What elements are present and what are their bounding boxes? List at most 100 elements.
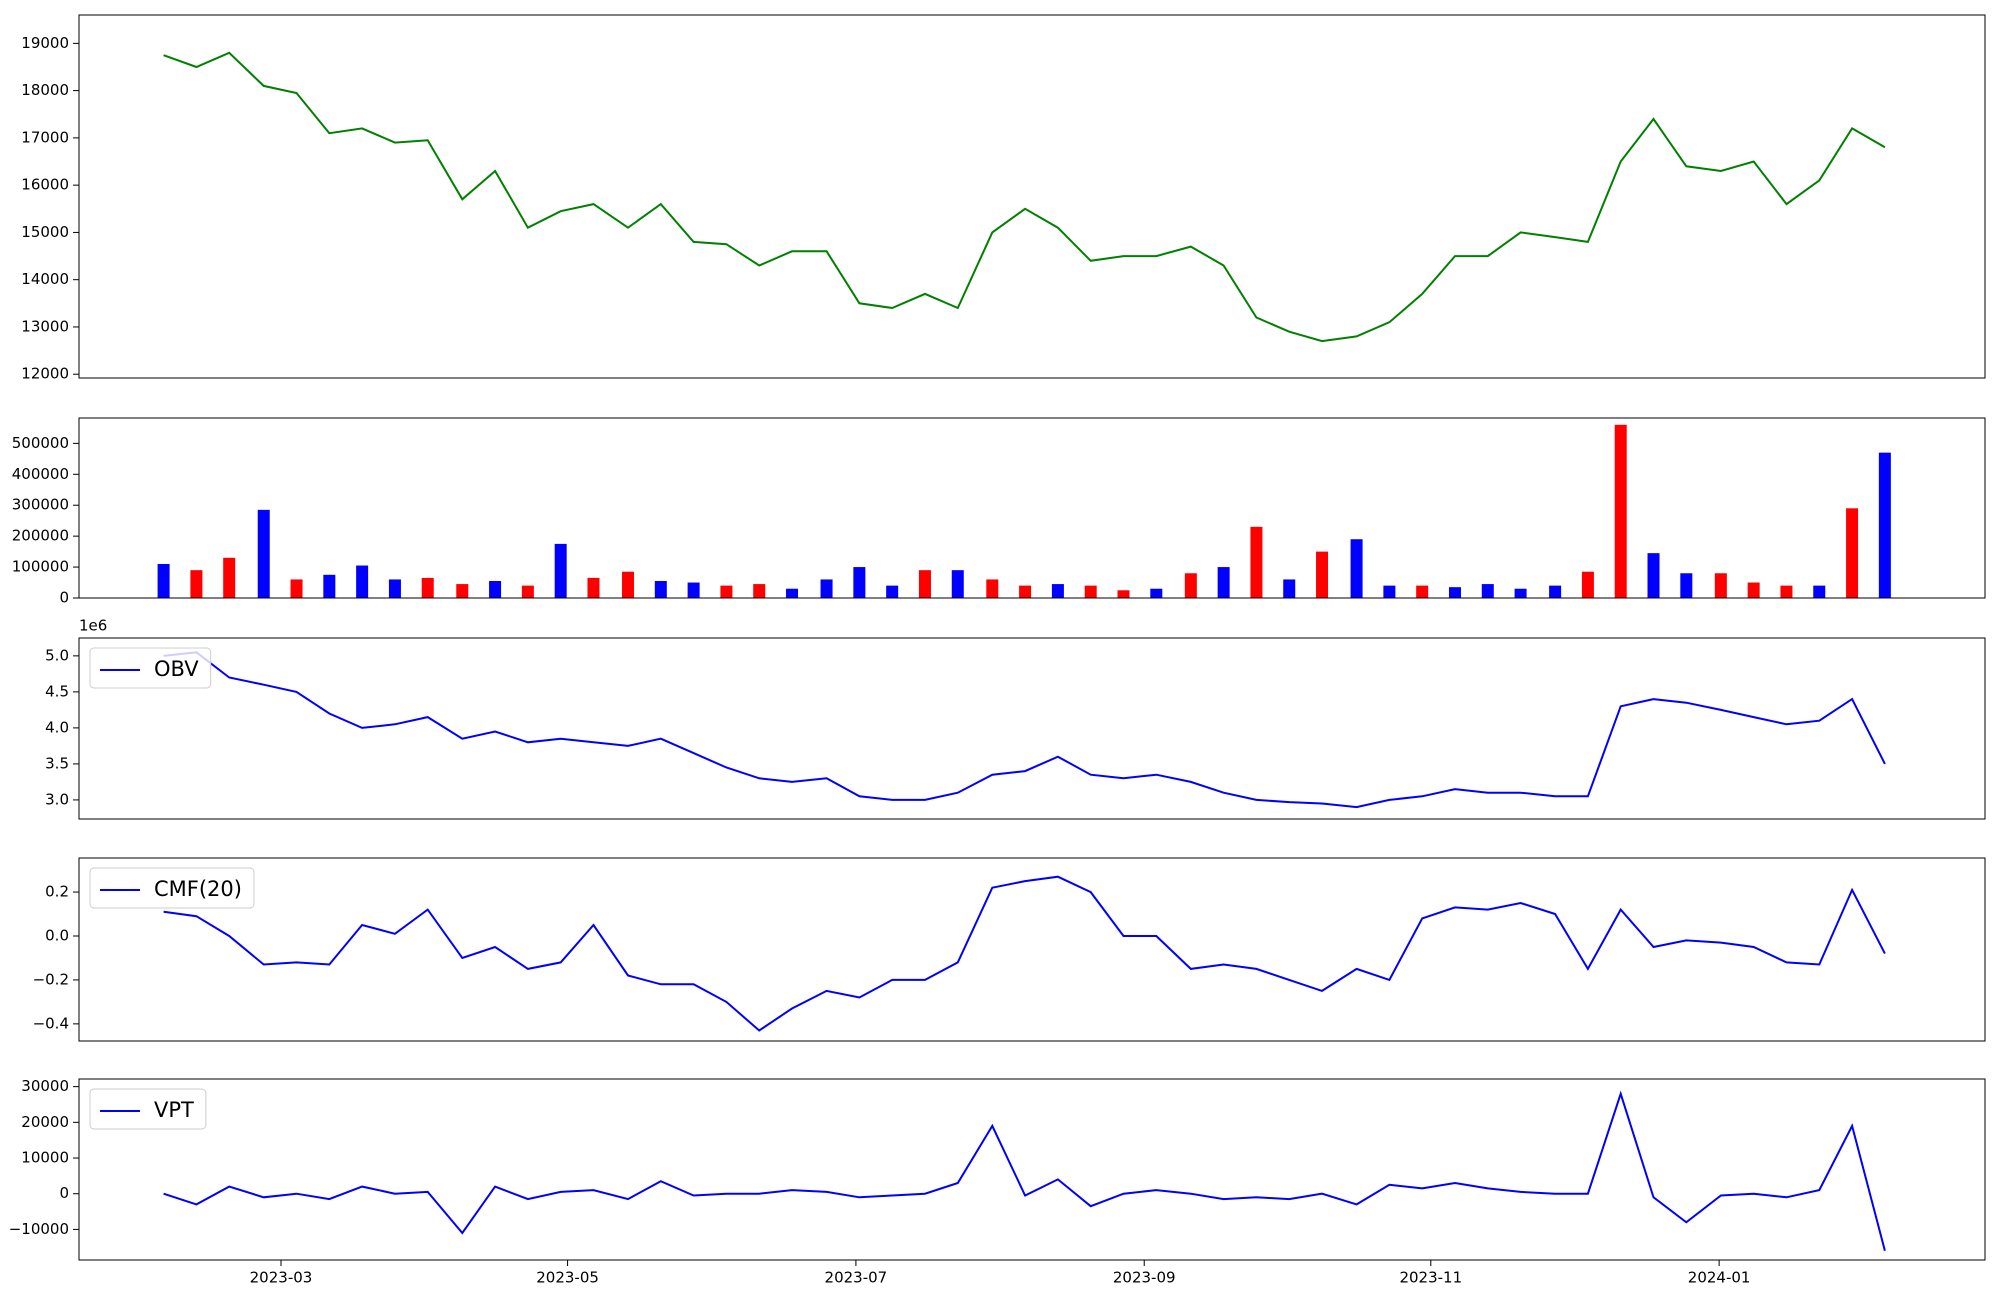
bar	[1019, 585, 1032, 598]
bar	[1184, 573, 1197, 598]
bar	[157, 563, 170, 598]
bar	[1747, 582, 1760, 598]
series-line	[163, 1090, 1886, 1252]
bar	[720, 585, 733, 598]
bar	[1680, 573, 1693, 598]
bar	[257, 509, 270, 598]
bar	[421, 577, 434, 598]
y-tick-label: 13000	[21, 317, 69, 335]
y-tick-label: 100000	[12, 558, 69, 576]
y-tick-label: 5.0	[45, 646, 69, 664]
bar	[622, 571, 635, 598]
plot-frame	[78, 637, 1986, 820]
plot-frame	[78, 14, 1986, 379]
bar	[1780, 585, 1793, 598]
y-tick-label: 0.2	[45, 883, 69, 901]
bar	[290, 579, 303, 598]
bar	[1714, 573, 1727, 598]
y-tick-label: −0.2	[33, 970, 69, 988]
legend-text: VPT	[154, 1098, 194, 1122]
y-tick-label: 10000	[21, 1149, 69, 1167]
y-tick-label: 400000	[12, 465, 69, 483]
bar	[1217, 567, 1230, 598]
plot-frame	[78, 857, 1986, 1042]
x-tick-label: 2023-11	[1399, 1269, 1462, 1287]
legend-text: CMF(20)	[154, 877, 242, 901]
bar	[1117, 590, 1130, 598]
plot-frame	[78, 1078, 1986, 1261]
legend	[89, 867, 255, 909]
bar	[223, 557, 236, 598]
y-tick-label: 12000	[21, 365, 69, 383]
bar	[918, 570, 931, 598]
bar	[1383, 585, 1396, 598]
legend-text: OBV	[154, 657, 199, 681]
y-tick-label: 200000	[12, 527, 69, 545]
y-tick-label: 0	[59, 589, 69, 607]
bar	[886, 585, 899, 598]
x-tick-label: 2023-07	[825, 1269, 888, 1287]
y-tick-label: 500000	[12, 434, 69, 452]
bar	[1250, 526, 1263, 598]
bar	[786, 588, 799, 598]
bar	[853, 567, 866, 598]
bar	[323, 574, 336, 598]
bar	[521, 585, 534, 598]
bar	[1878, 452, 1891, 598]
bar	[388, 579, 401, 598]
bar	[489, 580, 502, 598]
y-tick-label: 17000	[21, 128, 69, 146]
y-tick-label: −10000	[9, 1220, 69, 1238]
bar	[1416, 585, 1429, 598]
y-tick-label: 18000	[21, 81, 69, 99]
x-tick-label: 2023-03	[250, 1269, 313, 1287]
y-tick-label: 4.5	[45, 682, 69, 700]
series-line	[163, 651, 1886, 809]
bar	[687, 582, 700, 598]
bar	[456, 584, 469, 598]
bar	[1581, 571, 1594, 598]
x-tick-label: 2023-09	[1113, 1269, 1176, 1287]
y-tick-label: 14000	[21, 270, 69, 288]
bar	[1084, 585, 1097, 598]
y-tick-label: 0.0	[45, 926, 69, 944]
bar	[1813, 585, 1826, 598]
y-tick-label: 16000	[21, 176, 69, 194]
offset-label: 1e6	[79, 617, 107, 635]
bar	[986, 579, 999, 598]
y-tick-label: 19000	[21, 34, 69, 52]
bar	[1481, 584, 1494, 598]
bar	[820, 579, 833, 598]
bar	[1846, 508, 1859, 598]
x-tick-label: 2023-05	[536, 1269, 599, 1287]
y-tick-label: 300000	[12, 496, 69, 514]
bar	[1316, 551, 1329, 598]
bar	[654, 580, 667, 598]
y-tick-label: 3.0	[45, 790, 69, 808]
bar	[587, 577, 600, 598]
y-tick-label: 15000	[21, 223, 69, 241]
legend	[89, 647, 212, 689]
y-tick-label: −0.4	[33, 1014, 69, 1032]
bar	[1350, 539, 1363, 598]
bar	[1549, 585, 1562, 598]
bar	[1051, 584, 1064, 598]
y-tick-label: 4.0	[45, 718, 69, 736]
bar	[1150, 588, 1163, 598]
bar	[190, 570, 203, 598]
legend	[89, 1088, 207, 1130]
bar	[1647, 553, 1660, 598]
plot-frame	[78, 417, 1986, 599]
bar	[356, 565, 369, 598]
bar	[753, 584, 766, 598]
bar	[1614, 424, 1627, 598]
bar	[554, 543, 567, 598]
y-tick-label: 0	[59, 1184, 69, 1202]
bar	[1448, 587, 1461, 598]
series-line	[163, 875, 1886, 1032]
bar	[1514, 588, 1527, 598]
y-tick-label: 3.5	[45, 754, 69, 772]
bar	[1283, 579, 1296, 598]
x-tick-label: 2024-01	[1688, 1269, 1751, 1287]
